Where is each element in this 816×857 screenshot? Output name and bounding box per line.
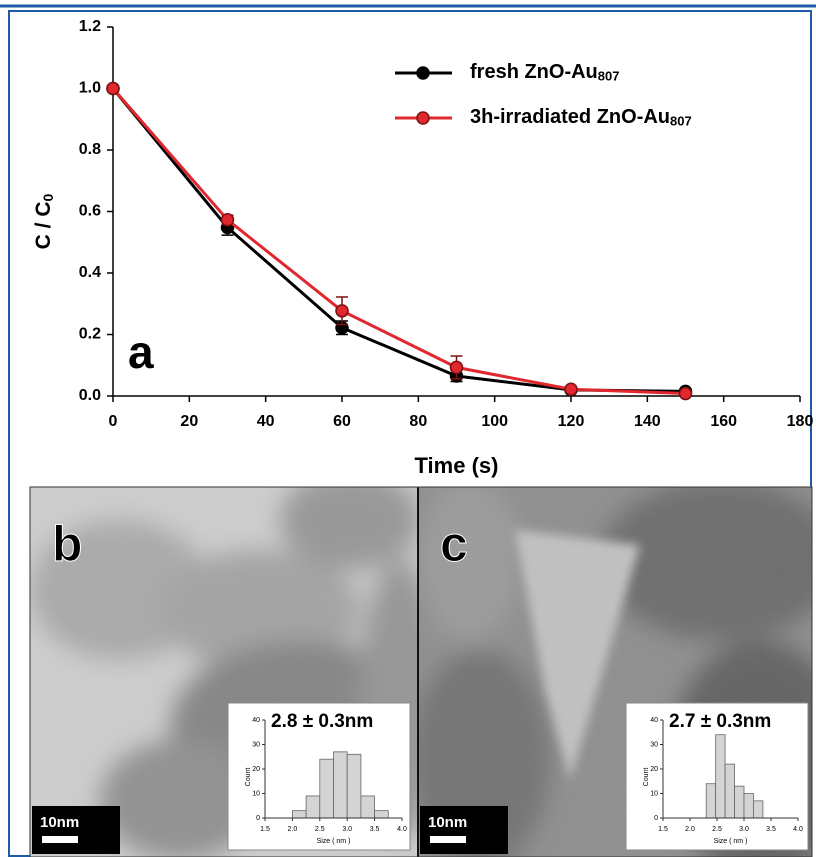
y-tick-label: 1.0: [79, 80, 101, 97]
histogram-bar: [743, 793, 754, 819]
histogram-bar: [333, 751, 348, 819]
histogram-bar: [734, 785, 745, 819]
x-axis-label: Size ( nm ): [317, 838, 351, 845]
y-tick-label: 40: [252, 717, 260, 724]
y-tick-label: 0.2: [79, 326, 101, 343]
x-tick-label: 120: [558, 413, 585, 430]
data-point: [335, 304, 349, 318]
x-axis-label: Size ( nm ): [714, 838, 748, 845]
data-point: [220, 213, 235, 227]
panel-border: [29, 486, 813, 857]
legend-label: 3h-irradiated ZnO-Au807: [470, 106, 692, 129]
legend-marker: [416, 66, 430, 80]
legend-label: fresh ZnO-Au807: [470, 61, 619, 84]
x-tick-label: 1.5: [658, 826, 668, 833]
x-tick-label: 2.0: [288, 826, 298, 833]
y-axis-label: Count: [245, 768, 252, 787]
legend-marker: [416, 111, 430, 125]
x-tick-label: 1.5: [260, 826, 270, 833]
x-tick-label: 180: [787, 413, 814, 430]
x-tick-label: 4.0: [397, 826, 407, 833]
histogram-bar: [305, 795, 321, 819]
y-tick-label: 20: [650, 766, 658, 773]
scale-bar-label: 10nm: [428, 814, 467, 831]
y-tick-label: 20: [252, 766, 260, 773]
histogram-bar: [715, 734, 726, 819]
histogram-bar: [291, 810, 307, 819]
y-tick-label: 40: [650, 717, 658, 724]
scale-bar-label: 10nm: [40, 814, 79, 831]
x-tick-label: 40: [257, 413, 275, 430]
scale-bar: [430, 836, 466, 843]
x-tick-label: 4.0: [793, 826, 803, 833]
x-tick-label: 3.0: [342, 826, 352, 833]
y-tick-label: 30: [252, 741, 260, 748]
x-tick-label: 2.5: [712, 826, 722, 833]
y-tick-label: 30: [650, 741, 658, 748]
scale-bar-box: [420, 806, 508, 854]
x-tick-label: 60: [333, 413, 351, 430]
y-tick-label: 0: [256, 815, 260, 822]
inset-box: [227, 702, 411, 851]
x-tick-label: 140: [634, 413, 661, 430]
x-tick-label: 3.5: [370, 826, 380, 833]
x-tick-label: 0: [109, 413, 118, 430]
y-axis-label-main: C / C: [32, 201, 55, 249]
x-tick-label: 2.0: [685, 826, 695, 833]
y-tick-label: 10: [252, 790, 260, 797]
x-tick-label: 3.5: [766, 826, 776, 833]
y-axis-label-subscript: 0: [40, 193, 56, 201]
series-line: [111, 87, 686, 396]
histogram-bar: [319, 758, 334, 819]
x-tick-label: 3.0: [739, 826, 749, 833]
legend-label-main: fresh ZnO-Au: [470, 61, 598, 83]
scale-bar: [42, 836, 78, 843]
y-axis-label: C / C0: [32, 193, 56, 249]
panel-label: b: [52, 516, 83, 572]
y-tick-label: 0: [654, 815, 658, 822]
x-tick-label: 20: [180, 413, 198, 430]
panel-label: c: [440, 516, 468, 572]
x-tick-label: 2.5: [315, 826, 325, 833]
data-point: [449, 360, 464, 375]
legend-label-subscript: 807: [670, 114, 692, 129]
y-axis-label: Count: [643, 768, 650, 787]
y-tick-label: 0.8: [79, 141, 101, 158]
y-tick-label: 10: [650, 790, 658, 797]
histogram-bar: [724, 763, 735, 819]
histogram-bar: [346, 753, 362, 819]
data-point: [106, 81, 120, 96]
inset-title: 2.8 ± 0.3nm: [271, 711, 373, 732]
histogram-bar: [360, 795, 375, 819]
data-point: [564, 382, 578, 396]
x-tick-label: 160: [710, 413, 737, 430]
x-tick-label: 100: [481, 413, 508, 430]
histogram-bar: [374, 810, 389, 819]
y-tick-label: 1.2: [79, 18, 101, 35]
y-tick-label: 0.0: [79, 387, 101, 404]
histogram-bar: [753, 800, 764, 819]
histogram-bar: [705, 783, 717, 819]
x-tick-label: 80: [409, 413, 427, 430]
inset-title: 2.7 ± 0.3nm: [669, 711, 771, 732]
legend-label-main: 3h-irradiated ZnO-Au: [470, 106, 670, 128]
scale-bar-box: [32, 806, 120, 854]
x-axis-label: Time (s): [415, 453, 499, 478]
panel-label: a: [128, 326, 154, 378]
legend-label-subscript: 807: [598, 69, 620, 84]
y-tick-label: 0.4: [79, 264, 101, 281]
y-tick-label: 0.6: [79, 203, 101, 220]
data-point: [678, 386, 693, 401]
